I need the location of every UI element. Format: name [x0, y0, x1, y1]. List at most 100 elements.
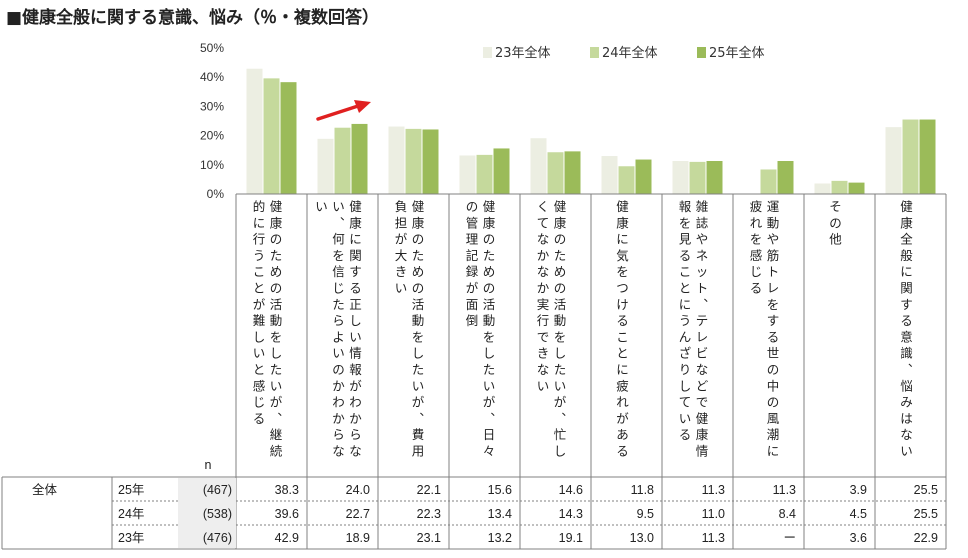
category-label-char: こ: [253, 264, 266, 279]
row-n-value: (476): [203, 531, 232, 545]
category-label-char: て: [537, 215, 550, 230]
category-label-char: か: [537, 248, 550, 263]
category-label-char: の: [412, 232, 425, 247]
category-label-char: を: [332, 248, 345, 263]
bar: [848, 182, 865, 194]
category-label-char: を: [750, 232, 763, 247]
category-label-char: そ: [829, 199, 842, 214]
category-label-char: や: [767, 232, 780, 247]
category-label-char: 実: [537, 297, 550, 312]
category-label-char: 康: [696, 427, 709, 442]
table-cell: 15.6: [488, 483, 512, 497]
bar: [405, 128, 422, 194]
table-cell: 3.6: [850, 531, 867, 545]
table-cell: 38.3: [275, 483, 299, 497]
category-label-char: 活: [412, 297, 425, 312]
category-label-char: 健: [349, 199, 362, 214]
category-label-char: 潮: [767, 427, 780, 442]
table-cell: 13.4: [488, 507, 512, 521]
table-cell: 8.4: [779, 507, 796, 521]
category-label-char: 々: [483, 444, 496, 459]
category-label-char: ら: [332, 427, 345, 442]
category-label-char: 継: [270, 427, 283, 442]
category-label-char: ト: [767, 264, 780, 279]
table-cell: 11.3: [702, 531, 725, 545]
bar: [814, 183, 831, 194]
category-label-char: を: [412, 329, 425, 344]
category-label-char: 理: [466, 232, 479, 247]
category-label-char: レ: [696, 329, 709, 344]
category-label-char: こ: [679, 264, 692, 279]
category-label-char: い: [412, 378, 425, 393]
n-label: n: [205, 458, 212, 472]
category-label-char: を: [270, 329, 283, 344]
category-label-char: た: [332, 297, 345, 312]
category-label-char: で: [696, 395, 709, 410]
category-label-char: る: [767, 329, 780, 344]
bar: [246, 68, 263, 194]
category-label-char: 健: [270, 199, 283, 214]
category-label-char: 康: [349, 215, 362, 230]
category-label-char: と: [616, 346, 629, 361]
category-label-char: ︑: [900, 362, 913, 377]
category-label-char: す: [900, 297, 913, 312]
category-label-char: 康: [483, 215, 496, 230]
category-label-char: れ: [616, 395, 629, 410]
bar: [476, 154, 493, 194]
category-label-char: る: [616, 444, 629, 459]
bar: [635, 159, 652, 194]
category-label-char: じ: [332, 281, 345, 296]
category-label-char: ネ: [696, 248, 709, 263]
category-label-char: 難: [253, 313, 266, 328]
table-cell: 13.2: [488, 531, 512, 545]
category-label-char: 記: [466, 248, 479, 263]
category-label-char: 関: [900, 281, 913, 296]
category-label-char: る: [750, 281, 763, 296]
category-label-char: 動: [554, 313, 567, 328]
y-tick-label: 20%: [200, 129, 224, 143]
category-label-char: い: [270, 378, 283, 393]
table-cell: 13.0: [630, 531, 654, 545]
category-label-char: ︑: [483, 411, 496, 426]
category-label-char: い: [554, 378, 567, 393]
category-label-char: ら: [349, 427, 362, 442]
category-label-char: め: [483, 264, 496, 279]
category-label-char: た: [270, 248, 283, 263]
category-label-char: る: [253, 411, 266, 426]
category-label-char: 全: [900, 232, 913, 247]
category-label-char: 日: [483, 427, 496, 442]
category-label-char: 何: [332, 232, 345, 247]
category-label-char: め: [412, 264, 425, 279]
category-label-char: た: [554, 362, 567, 377]
category-label-char: 倒: [466, 313, 479, 328]
category-label-char: い: [349, 329, 362, 344]
category-label-char: い: [253, 346, 266, 361]
trend-arrow: [316, 104, 360, 121]
category-label-char: 行: [253, 232, 266, 247]
category-label-char: い: [483, 378, 496, 393]
category-label-char: 雑: [696, 199, 709, 214]
bar: [706, 161, 723, 194]
category-label-char: め: [270, 264, 283, 279]
category-label-char: よ: [332, 329, 345, 344]
category-label-char: な: [349, 444, 362, 459]
category-label-char: し: [554, 346, 567, 361]
category-label-char: が: [395, 232, 408, 247]
category-label-char: ら: [332, 313, 345, 328]
category-label-char: ビ: [696, 346, 709, 361]
category-label-char: か: [349, 411, 362, 426]
row-n-value: (538): [203, 507, 232, 521]
category-label-char: レ: [767, 281, 780, 296]
category-label-char: 康: [412, 215, 425, 230]
bar: [263, 78, 280, 194]
trend-arrow-head: [354, 100, 371, 113]
bar: [919, 119, 936, 194]
table-cell: 22.1: [417, 483, 441, 497]
bar: [351, 123, 368, 194]
category-label-char: 康: [554, 215, 567, 230]
category-label-char: 感: [253, 378, 266, 393]
category-label-char: に: [900, 264, 913, 279]
category-label-char: が: [349, 378, 362, 393]
category-label-char: じ: [253, 395, 266, 410]
y-tick-label: 40%: [200, 70, 224, 84]
